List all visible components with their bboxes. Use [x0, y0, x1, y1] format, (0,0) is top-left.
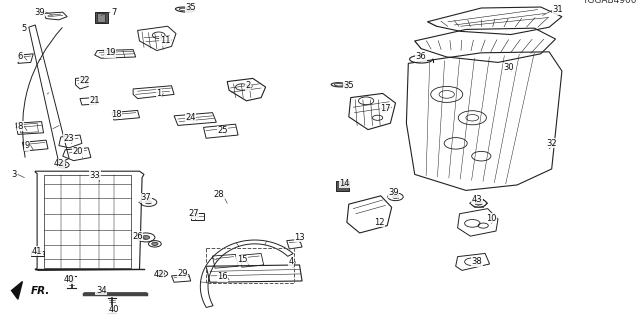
Text: 29: 29: [177, 269, 188, 278]
Text: 40: 40: [64, 275, 74, 284]
Text: FR.: FR.: [31, 285, 50, 296]
Text: 2: 2: [246, 81, 251, 90]
Text: 23: 23: [64, 134, 74, 143]
Text: 4: 4: [289, 257, 294, 266]
Polygon shape: [12, 282, 22, 299]
Text: 42: 42: [154, 270, 164, 279]
Circle shape: [158, 272, 164, 275]
Text: 31: 31: [553, 5, 563, 14]
Text: 12: 12: [374, 218, 384, 227]
Text: 10: 10: [486, 214, 497, 223]
Circle shape: [152, 242, 158, 245]
Text: 40: 40: [109, 305, 119, 314]
Bar: [206, 248, 294, 283]
Text: TGGAB4900: TGGAB4900: [582, 0, 637, 5]
Text: 1: 1: [156, 89, 161, 98]
Text: 28: 28: [214, 190, 224, 199]
Text: 36: 36: [416, 52, 426, 61]
Text: 30: 30: [504, 63, 514, 72]
Text: 3: 3: [12, 170, 17, 179]
Text: 35: 35: [344, 81, 354, 90]
Text: 27: 27: [188, 209, 198, 218]
Text: 15: 15: [237, 255, 247, 264]
Circle shape: [142, 236, 150, 239]
Text: 7: 7: [111, 8, 116, 17]
Text: 14: 14: [339, 179, 349, 188]
Text: 38: 38: [472, 257, 482, 266]
Text: 16: 16: [218, 272, 228, 281]
Text: 11: 11: [160, 36, 170, 45]
Text: 13: 13: [294, 233, 305, 242]
Text: 5: 5: [22, 24, 27, 33]
Polygon shape: [97, 13, 105, 22]
Text: 39: 39: [35, 8, 45, 17]
Text: 22: 22: [79, 76, 90, 85]
Polygon shape: [95, 12, 108, 23]
Polygon shape: [336, 181, 349, 191]
Text: 35: 35: [186, 4, 196, 12]
Text: 19: 19: [105, 48, 115, 57]
Text: 34: 34: [96, 286, 106, 295]
Circle shape: [60, 163, 66, 166]
Text: 43: 43: [472, 195, 482, 204]
Text: 20: 20: [73, 148, 83, 156]
Text: 6: 6: [18, 52, 23, 61]
Text: 41: 41: [32, 247, 42, 256]
Text: 37: 37: [141, 193, 151, 202]
Text: 33: 33: [90, 171, 100, 180]
Text: 32: 32: [547, 139, 557, 148]
Text: 42: 42: [54, 159, 64, 168]
Text: 18: 18: [111, 110, 122, 119]
Text: 39: 39: [388, 188, 399, 197]
Text: 21: 21: [90, 96, 100, 105]
Text: 26: 26: [132, 232, 143, 241]
Text: 24: 24: [186, 113, 196, 122]
Text: 25: 25: [218, 126, 228, 135]
Circle shape: [392, 195, 399, 198]
Text: 17: 17: [380, 104, 390, 113]
Circle shape: [475, 201, 483, 205]
Text: 8: 8: [18, 122, 23, 131]
Text: 9: 9: [24, 141, 29, 150]
Circle shape: [145, 201, 152, 204]
